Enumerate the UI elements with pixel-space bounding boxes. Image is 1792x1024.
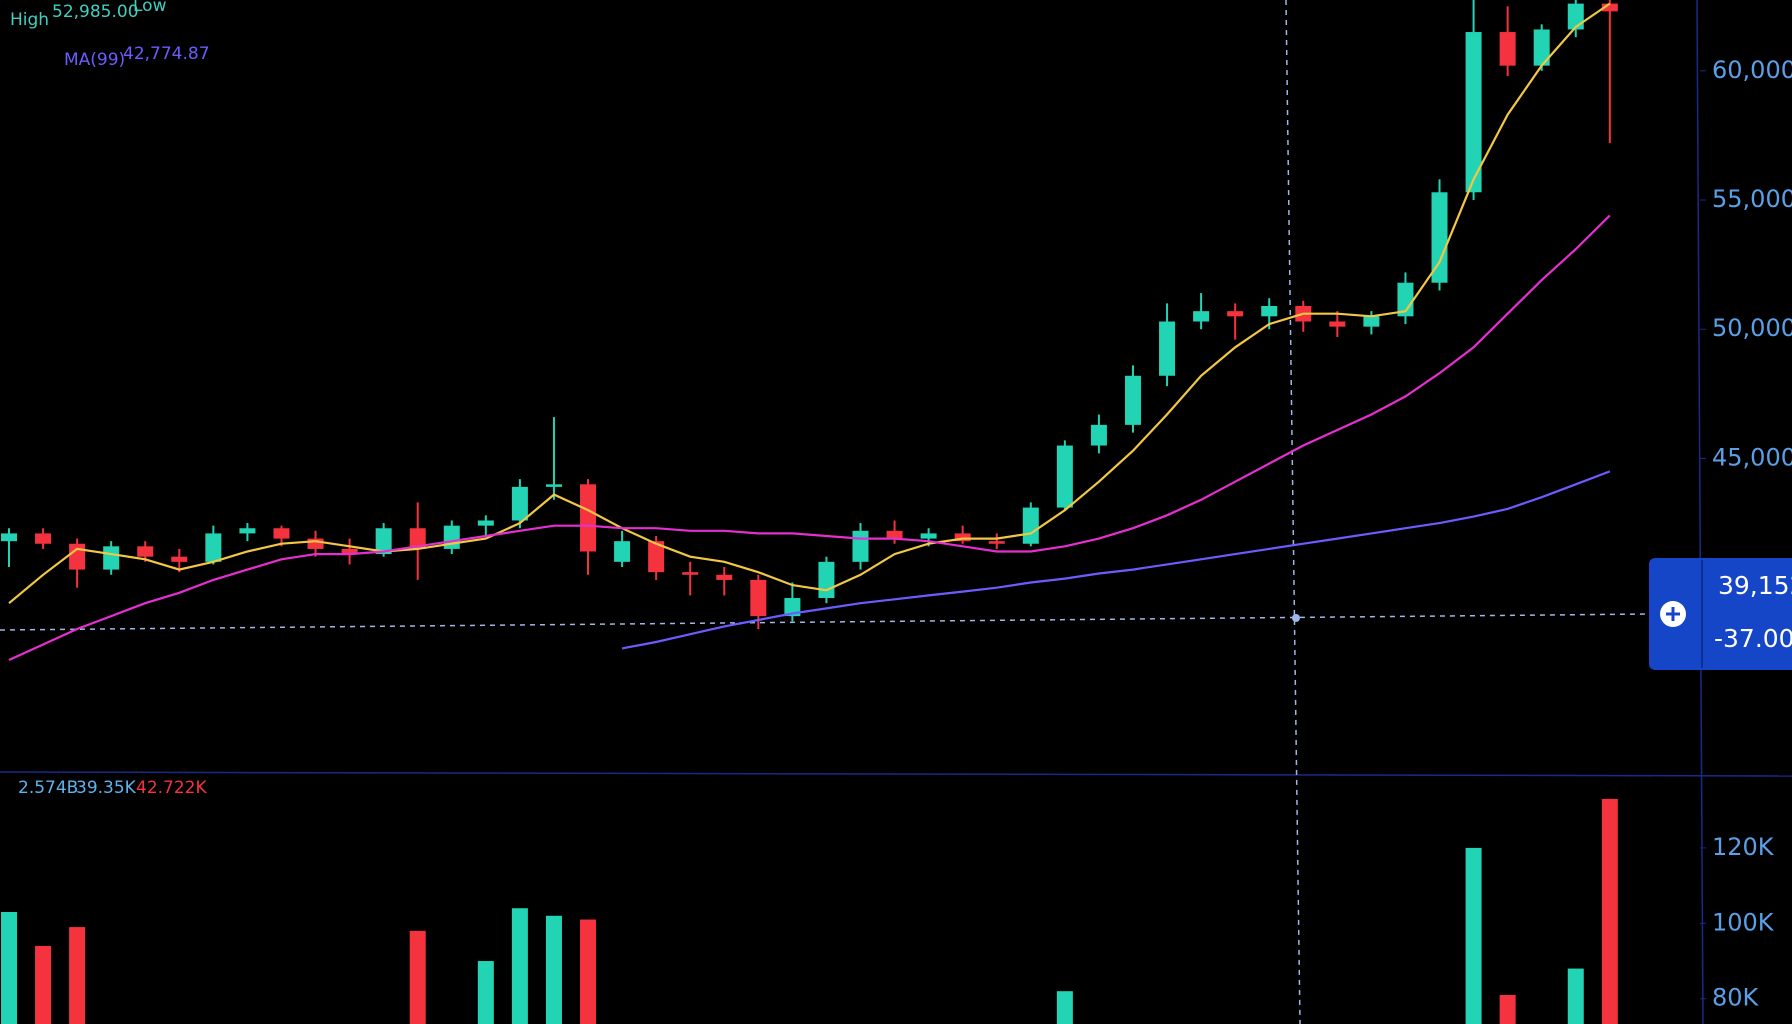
crosshair-vertical: [1285, 0, 1301, 1024]
candle-body: [1431, 192, 1448, 283]
candle-body: [69, 543, 86, 570]
candle-body: [988, 541, 1005, 544]
add-icon: [1666, 607, 1680, 621]
candle-body: [1567, 3, 1584, 30]
candle-body: [1465, 32, 1482, 193]
candle-body: [886, 530, 903, 539]
volume-bar: [1, 912, 17, 1024]
volume-header: 42.722K: [136, 778, 207, 798]
crosshair-dot: [1292, 614, 1300, 622]
header: High 52,985.00 Low MA(99) 42,774.87 2.57…: [10, 0, 210, 798]
crosshair-change: -37.00: [1714, 624, 1792, 653]
candle-body: [1124, 375, 1141, 425]
candle-body: [375, 528, 392, 555]
marks: [1, 0, 1706, 1024]
candle-body: [1363, 316, 1380, 327]
candle-body: [1499, 32, 1516, 66]
candle-body: [920, 533, 937, 539]
candle-body: [1227, 311, 1244, 317]
candle-body: [614, 541, 631, 562]
volume-bar: [580, 919, 597, 1024]
candle-body: [273, 528, 290, 539]
crosshair-horizontal: [0, 613, 1651, 631]
candle-body: [648, 541, 665, 573]
volume-bar: [1499, 994, 1516, 1024]
candle-body: [784, 598, 801, 617]
candle-body: [1397, 282, 1414, 317]
candle-body: [1090, 424, 1107, 446]
candle-body: [682, 572, 699, 575]
candle-body: [580, 484, 597, 552]
volume-header: 39.35K: [76, 778, 137, 798]
volume-bar: [1567, 968, 1584, 1024]
moving-average: [8, 2, 1611, 605]
volume-bar: [1056, 991, 1073, 1024]
volume-bar: [409, 930, 426, 1024]
candle-body: [307, 538, 324, 549]
moving-average: [8, 214, 1611, 662]
volume-bar: [69, 927, 86, 1024]
pane-separator: [0, 771, 1792, 777]
candle-body: [205, 533, 222, 562]
candle-body: [171, 556, 188, 562]
high-value: 52,985.00: [52, 2, 139, 22]
candle-body: [750, 579, 767, 617]
y-tick-label: 100K: [1712, 908, 1775, 936]
candle-body: [341, 548, 358, 555]
volume-header: 2.574B: [18, 778, 78, 798]
volume-bar: [545, 915, 562, 1024]
y-tick-label: 50,000: [1712, 314, 1792, 342]
y-tick-label: 55,000: [1712, 185, 1792, 213]
candle-body: [1261, 305, 1278, 317]
price-tag: [1649, 558, 1792, 670]
candle-body: [511, 486, 528, 521]
candle-body: [1056, 445, 1073, 508]
candle-body: [954, 533, 971, 542]
candle-body: [477, 520, 494, 526]
volume-bar: [35, 945, 52, 1024]
candle-body: [409, 528, 426, 549]
candle-body: [1533, 29, 1550, 66]
candle-body: [1601, 3, 1618, 12]
ma99-label: MA(99): [64, 50, 125, 70]
axis-separator: [1696, 0, 1704, 1024]
candle-body: [35, 533, 52, 544]
volume-bar: [477, 961, 494, 1024]
candle-body: [818, 561, 835, 599]
candle-body: [239, 528, 256, 534]
candle-body: [1022, 507, 1039, 544]
high-label: High: [10, 10, 49, 30]
candle-body: [137, 546, 154, 557]
volume-bar: [1465, 847, 1482, 1024]
candle-body: [1159, 321, 1176, 376]
candle-body: [1193, 311, 1210, 322]
y-tick-label: 45,000: [1712, 443, 1792, 471]
y-tick-label: 60,000: [1712, 56, 1792, 84]
ma99-value: 42,774.87: [123, 44, 210, 64]
candle-body: [103, 546, 120, 570]
y-tick-label: 80K: [1712, 984, 1760, 1012]
candle-body: [852, 530, 869, 562]
volume-bar: [511, 908, 528, 1024]
low-label: Low: [133, 0, 167, 16]
moving-average: [621, 470, 1611, 650]
volume-bar: [1601, 798, 1618, 1024]
candle-body: [1, 533, 17, 542]
candle-body: [545, 484, 562, 487]
candle-body: [716, 574, 733, 580]
crosshair-price: 39,152: [1718, 571, 1792, 600]
candle-body: [1329, 321, 1346, 327]
y-tick-label: 120K: [1712, 833, 1775, 861]
